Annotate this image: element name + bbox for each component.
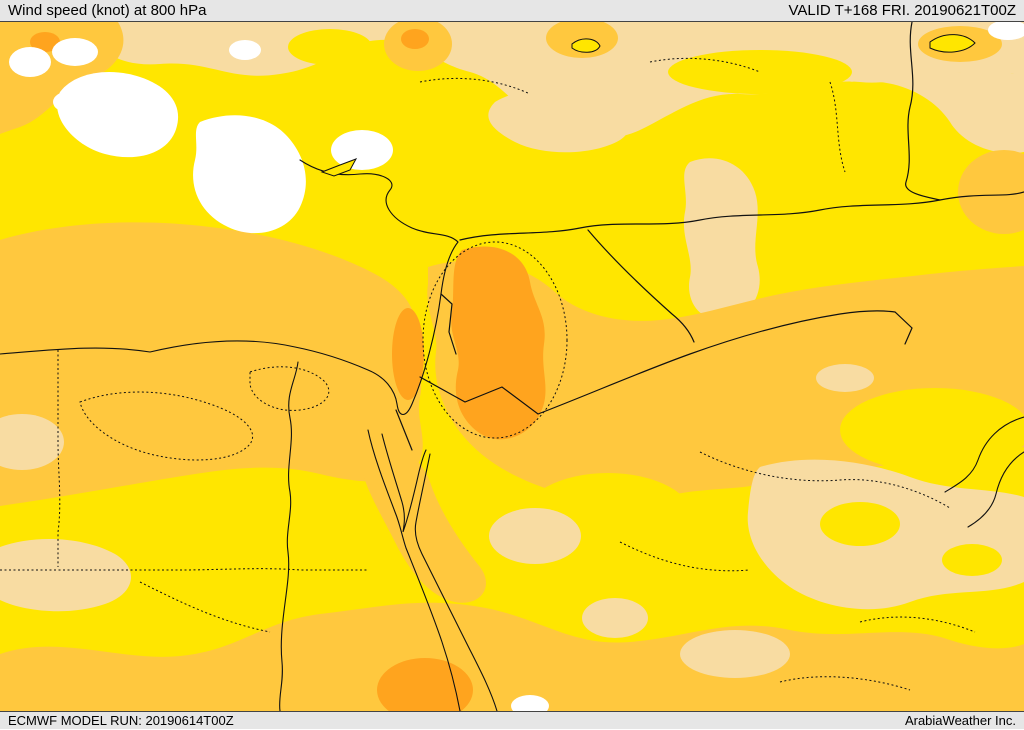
dotted-border [619,541,751,572]
dotted-contour [79,391,253,461]
dotted-border [419,77,531,95]
dotted-lines-layer [0,57,976,691]
shading-region [958,150,1024,234]
shading-region-gold-redsea [359,448,486,603]
shading-region-white [988,22,1024,40]
shading-region-white [331,130,393,170]
shading-region [668,50,852,94]
coastlines-layer [0,34,1024,711]
valid-time-label: VALID T+168 FRI. 20190621T00Z [788,1,1017,19]
shading-region [288,29,372,65]
header-bar: Wind speed (knot) at 800 hPa VALID T+168… [0,0,1024,22]
dotted-border [139,581,271,633]
shading-region-white-med-east [193,115,306,234]
shading-region [816,364,874,392]
border-topright-vertical [905,22,941,201]
shading-region-peach-bottomleft [0,538,132,612]
lake-outline [571,38,601,53]
wind-shading-layer [0,22,1024,711]
shading-region [377,658,473,711]
shading-region [582,598,648,638]
shading-region-peach-iraq [683,158,760,321]
coastline-redsea-west [367,429,461,711]
weather-map [0,22,1024,711]
border-jordan-river [440,293,457,355]
wind-speed-map-canvas [0,22,1024,711]
dotted-border [829,81,846,173]
island-cyprus [320,158,358,177]
shading-region [392,308,424,400]
border-egypt-israel [395,409,413,451]
shading-region [401,29,429,49]
attribution-label: ArabiaWeather Inc. [904,712,1016,728]
shading-region [840,388,1024,472]
border-saudi-jordan-iraq [419,310,913,415]
shading-region-gold-egypt [0,222,423,506]
shading-region [0,414,64,470]
coastline-sinai [381,433,427,533]
map-title: Wind speed (knot) at 800 hPa [8,1,207,19]
coastline-persian-gulf-south [967,451,1024,528]
dotted-border [0,568,368,571]
dotted-border [859,616,976,633]
shading-region [30,32,60,52]
coastline-mediterranean [0,159,459,416]
shading-region [680,630,790,678]
shading-region [820,502,900,546]
dotted-border [779,676,911,691]
model-run-label: ECMWF MODEL RUN: 20190614T00Z [8,712,234,728]
borders-layer [395,22,1024,451]
shading-region [942,544,1002,576]
coastline-persian-gulf [944,416,1024,493]
island-topright [929,34,976,53]
shading-region-peach-syria [488,88,630,153]
dotted-border [699,451,951,509]
border-syria-iraq [587,229,695,343]
coastline-nile [279,361,299,711]
dotted-border [649,57,761,73]
dotted-border [57,350,61,567]
coastline-redsea-east [414,453,498,711]
dotted-contour [249,366,330,411]
shading-region-white [52,38,98,66]
shading-region-white-med-west [57,72,179,158]
shading-region [489,508,581,564]
dotted-contour [422,241,568,439]
shading-region-white [229,40,261,60]
footer-bar: ECMWF MODEL RUN: 20190614T00Z ArabiaWeat… [0,711,1024,729]
shading-region-peach-right-top [850,71,1024,154]
shading-region [9,47,51,77]
shading-region-gold-bottom [0,602,1024,711]
shading-region-orange-core [451,246,546,440]
shading-region-white [511,695,549,711]
